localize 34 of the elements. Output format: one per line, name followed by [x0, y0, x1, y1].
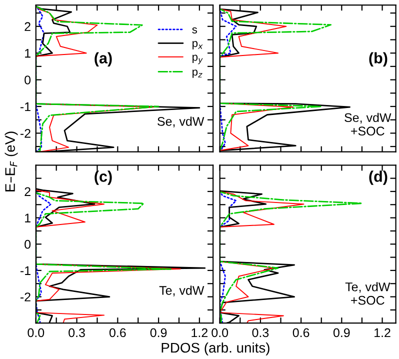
y-tick-label: -1 [20, 102, 30, 111]
x-tick-label: 0.6 [292, 328, 310, 338]
y-tick-label: 0 [24, 240, 31, 249]
x-axis-title: PDOS (arb. units) [162, 342, 270, 356]
legend-label: p$_{y}$ [192, 54, 203, 64]
annotation: Te, vdW [159, 286, 204, 296]
y-tick-label: -2 [20, 128, 30, 138]
y-tick-label: 1 [25, 49, 30, 58]
x-tick-label: 0.6 [109, 328, 126, 338]
annotation: (b) [369, 52, 388, 66]
y-axis-title: E–E$_{F}$ (eV) [4, 132, 18, 192]
x-tick-label: 1.2 [192, 328, 208, 338]
x-tick-label: 0.9 [150, 328, 167, 338]
y-tick-label: 0 [24, 76, 31, 84]
legend-label: s [192, 27, 197, 34]
y-tick-label: 2 [24, 22, 30, 31]
legend-label: p$_{x}$ [192, 41, 203, 50]
x-tick-label: 0.3 [252, 328, 269, 338]
annotation: Se, vdW +SOC [344, 112, 392, 136]
annotation: (c) [94, 170, 112, 185]
x-tick-label: 0.0 [28, 328, 44, 338]
annotation: (d) [369, 170, 388, 185]
x-tick-label: 0.0 [212, 328, 228, 338]
x-tick-label: 0.9 [333, 328, 350, 338]
legend-label: p$_{z}$ [192, 70, 202, 78]
y-tick-label: -2 [20, 292, 30, 302]
x-tick-label: 0.3 [68, 328, 85, 338]
x-tick-label: 1.2 [374, 328, 390, 338]
annotation: Se, vdW [158, 116, 204, 128]
y-tick-label: -1 [20, 266, 30, 275]
annotation: Te, vdW +SOC [345, 282, 390, 305]
y-tick-label: 2 [24, 187, 30, 196]
y-tick-label: 1 [25, 214, 30, 222]
annotation: (a) [94, 52, 112, 66]
